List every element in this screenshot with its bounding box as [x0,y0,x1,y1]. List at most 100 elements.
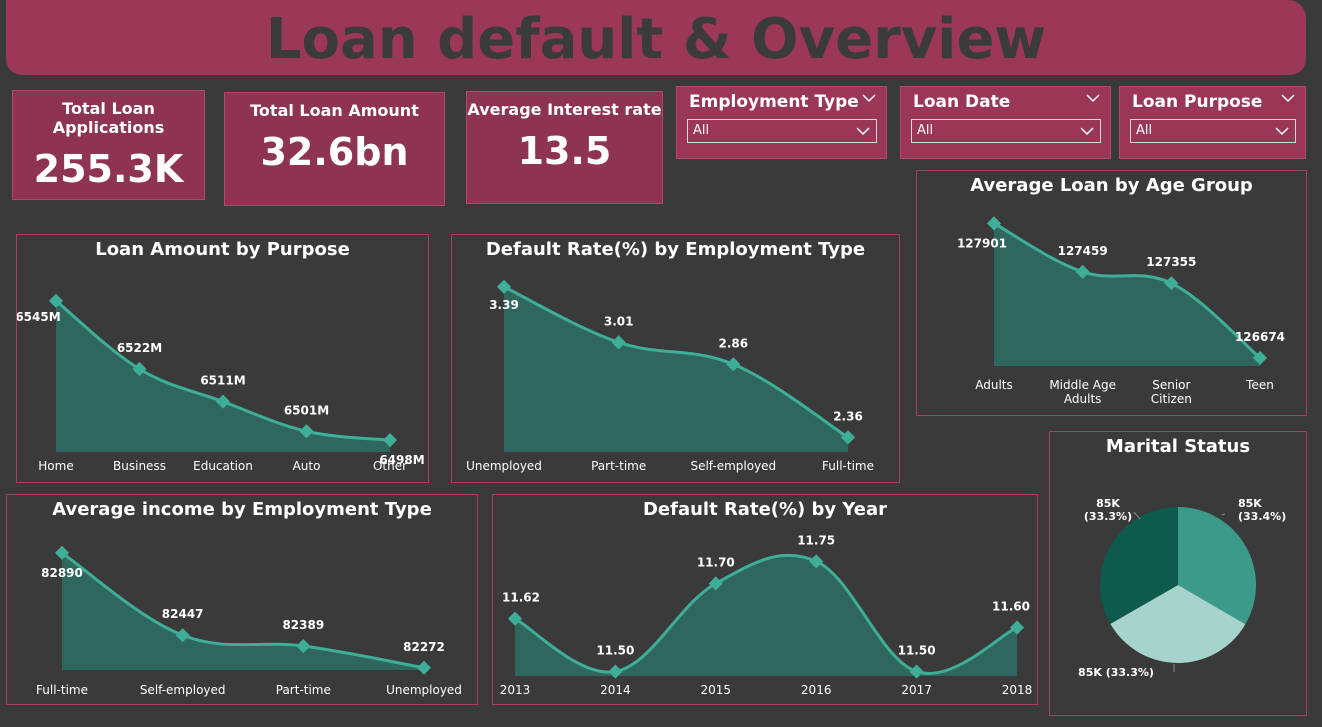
data-label: 11.75 [797,533,835,547]
data-point[interactable] [299,424,314,439]
data-label: 85K [1238,497,1262,510]
data-label: 6522M [117,341,162,355]
chart-average-income-by-employment: Average income by Employment Type 82890 F… [6,494,478,705]
data-point[interactable] [1009,620,1025,635]
data-label: 127901 [957,236,1007,250]
data-point[interactable] [986,216,1002,231]
tick-label: Adults [975,378,1013,392]
data-label: 11.50 [596,644,634,658]
data-label: 82272 [403,640,445,654]
kpi-label: Average Interest rate [467,100,662,119]
slicer-dropdown[interactable]: All [911,119,1101,143]
data-point[interactable] [175,628,190,643]
series-line [503,285,849,439]
data-label: 82389 [282,618,324,632]
area-fill [994,223,1260,366]
tick-label: Adults [1064,392,1102,406]
leader-line [1133,511,1141,520]
area-fill [504,286,848,452]
data-label: 6501M [284,403,329,417]
data-label: 2.36 [833,409,863,423]
data-label: 11.60 [992,600,1030,614]
kpi-value: 13.5 [517,129,612,173]
area-chart: 82890 Full-time 82447 Self-employed 82389 Par… [36,545,462,697]
tick-label: 2015 [701,683,732,697]
chart-loan-amount-by-purpose: Loan Amount by Purpose 6545M Home 6522M Bus… [16,234,429,483]
tick-label: Other [373,459,407,473]
area-chart: 6545M Home 6522M Business 6511M Education 6501… [17,293,425,473]
area-chart: 3.39 Unemployed 3.01 Part-time 2.86 Self-empl… [466,279,874,473]
tick-label: Business [113,459,166,473]
data-point[interactable] [1252,350,1268,365]
chevron-down-icon [856,127,870,136]
data-label: 11.62 [502,591,540,605]
chart-average-loan-by-age: Average Loan by Age Group 127901 Adults 12… [916,170,1307,416]
tick-label: 2016 [801,683,832,697]
data-label: 126674 [1235,330,1285,344]
pie-slice[interactable] [1178,507,1256,625]
chevron-down-icon [1080,127,1094,136]
data-label: 6498M [379,453,424,467]
pie-chart: 85K(33.4%)85K (33.3%)85K(33.3%) [1078,497,1286,679]
chevron-down-icon[interactable] [1086,91,1100,105]
chevron-down-icon [1275,127,1289,136]
data-label: (33.3%) [1084,510,1132,523]
data-point[interactable] [296,638,311,654]
tick-label: 2017 [901,683,932,697]
chart-marital-status: Marital Status 85K (33.4%) 85K (33.3%) 85K(… [1049,431,1307,716]
tick-label: Middle Age [1049,378,1116,392]
chevron-down-icon[interactable] [862,91,876,105]
data-label: 6545M [17,310,61,324]
data-point[interactable] [416,660,432,675]
slicer-title: Loan Purpose [1132,92,1263,112]
data-point[interactable] [809,554,824,569]
series-line [61,551,425,670]
tick-label: 2018 [1002,683,1033,697]
chart-title: Default Rate(%) by Year [642,499,888,520]
kpi-total-applications: Total Loan Applications 255.3K [12,90,205,200]
tick-label: Citizen [1151,392,1192,406]
tick-label: Self-employed [140,683,226,697]
leader-line [1221,513,1226,516]
area-chart: 11.62 2013 11.50 2014 11.70 2015 11.75 2016 11.5… [500,533,1033,697]
area-fill [56,300,390,452]
title-banner: Loan default & Overview [6,0,1306,75]
slicer-value: All [693,123,710,138]
slicer-employment-type[interactable]: Employment Type All [676,86,887,159]
data-point[interactable] [909,664,924,679]
area-fill [62,552,424,670]
slicer-dropdown[interactable]: All [687,119,877,143]
data-label: 6511M [200,374,245,388]
tick-label: Unemployed [386,683,462,697]
tick-label: Senior [1152,378,1190,392]
data-point[interactable] [608,664,623,679]
data-point[interactable] [215,394,231,409]
slicer-loan-date[interactable]: Loan Date All [900,86,1111,159]
chart-default-rate-by-year: Default Rate(%) by Year 11.62 2013 11.50 20… [492,494,1038,705]
chart-title: Average income by Employment Type [52,499,432,520]
kpi-label: Total Loan Amount [250,101,419,120]
slicer-value: All [917,123,934,138]
data-point[interactable] [54,545,70,560]
tick-label: Full-time [822,459,874,473]
pie-slice[interactable] [1110,585,1246,663]
data-point[interactable] [382,433,398,448]
slicer-title: Employment Type [689,92,859,112]
tick-label: Self-employed [690,459,776,473]
slicer-dropdown[interactable]: All [1130,119,1296,143]
data-point[interactable] [840,430,856,445]
tick-label: Home [38,459,73,473]
series-line [993,222,1261,360]
chart-title: Default Rate(%) by Employment Type [485,239,866,260]
data-point[interactable] [496,279,512,294]
chevron-down-icon[interactable] [1281,91,1295,105]
tick-label: Part-time [276,683,331,697]
data-point[interactable] [132,361,147,377]
chart-title: Loan Amount by Purpose [95,239,350,260]
data-label: 82447 [162,607,204,621]
kpi-avg-interest: Average Interest rate 13.5 [466,91,663,204]
pie-slice[interactable] [1100,507,1178,624]
series-line [514,553,1018,675]
slicer-loan-purpose[interactable]: Loan Purpose All [1119,86,1306,159]
